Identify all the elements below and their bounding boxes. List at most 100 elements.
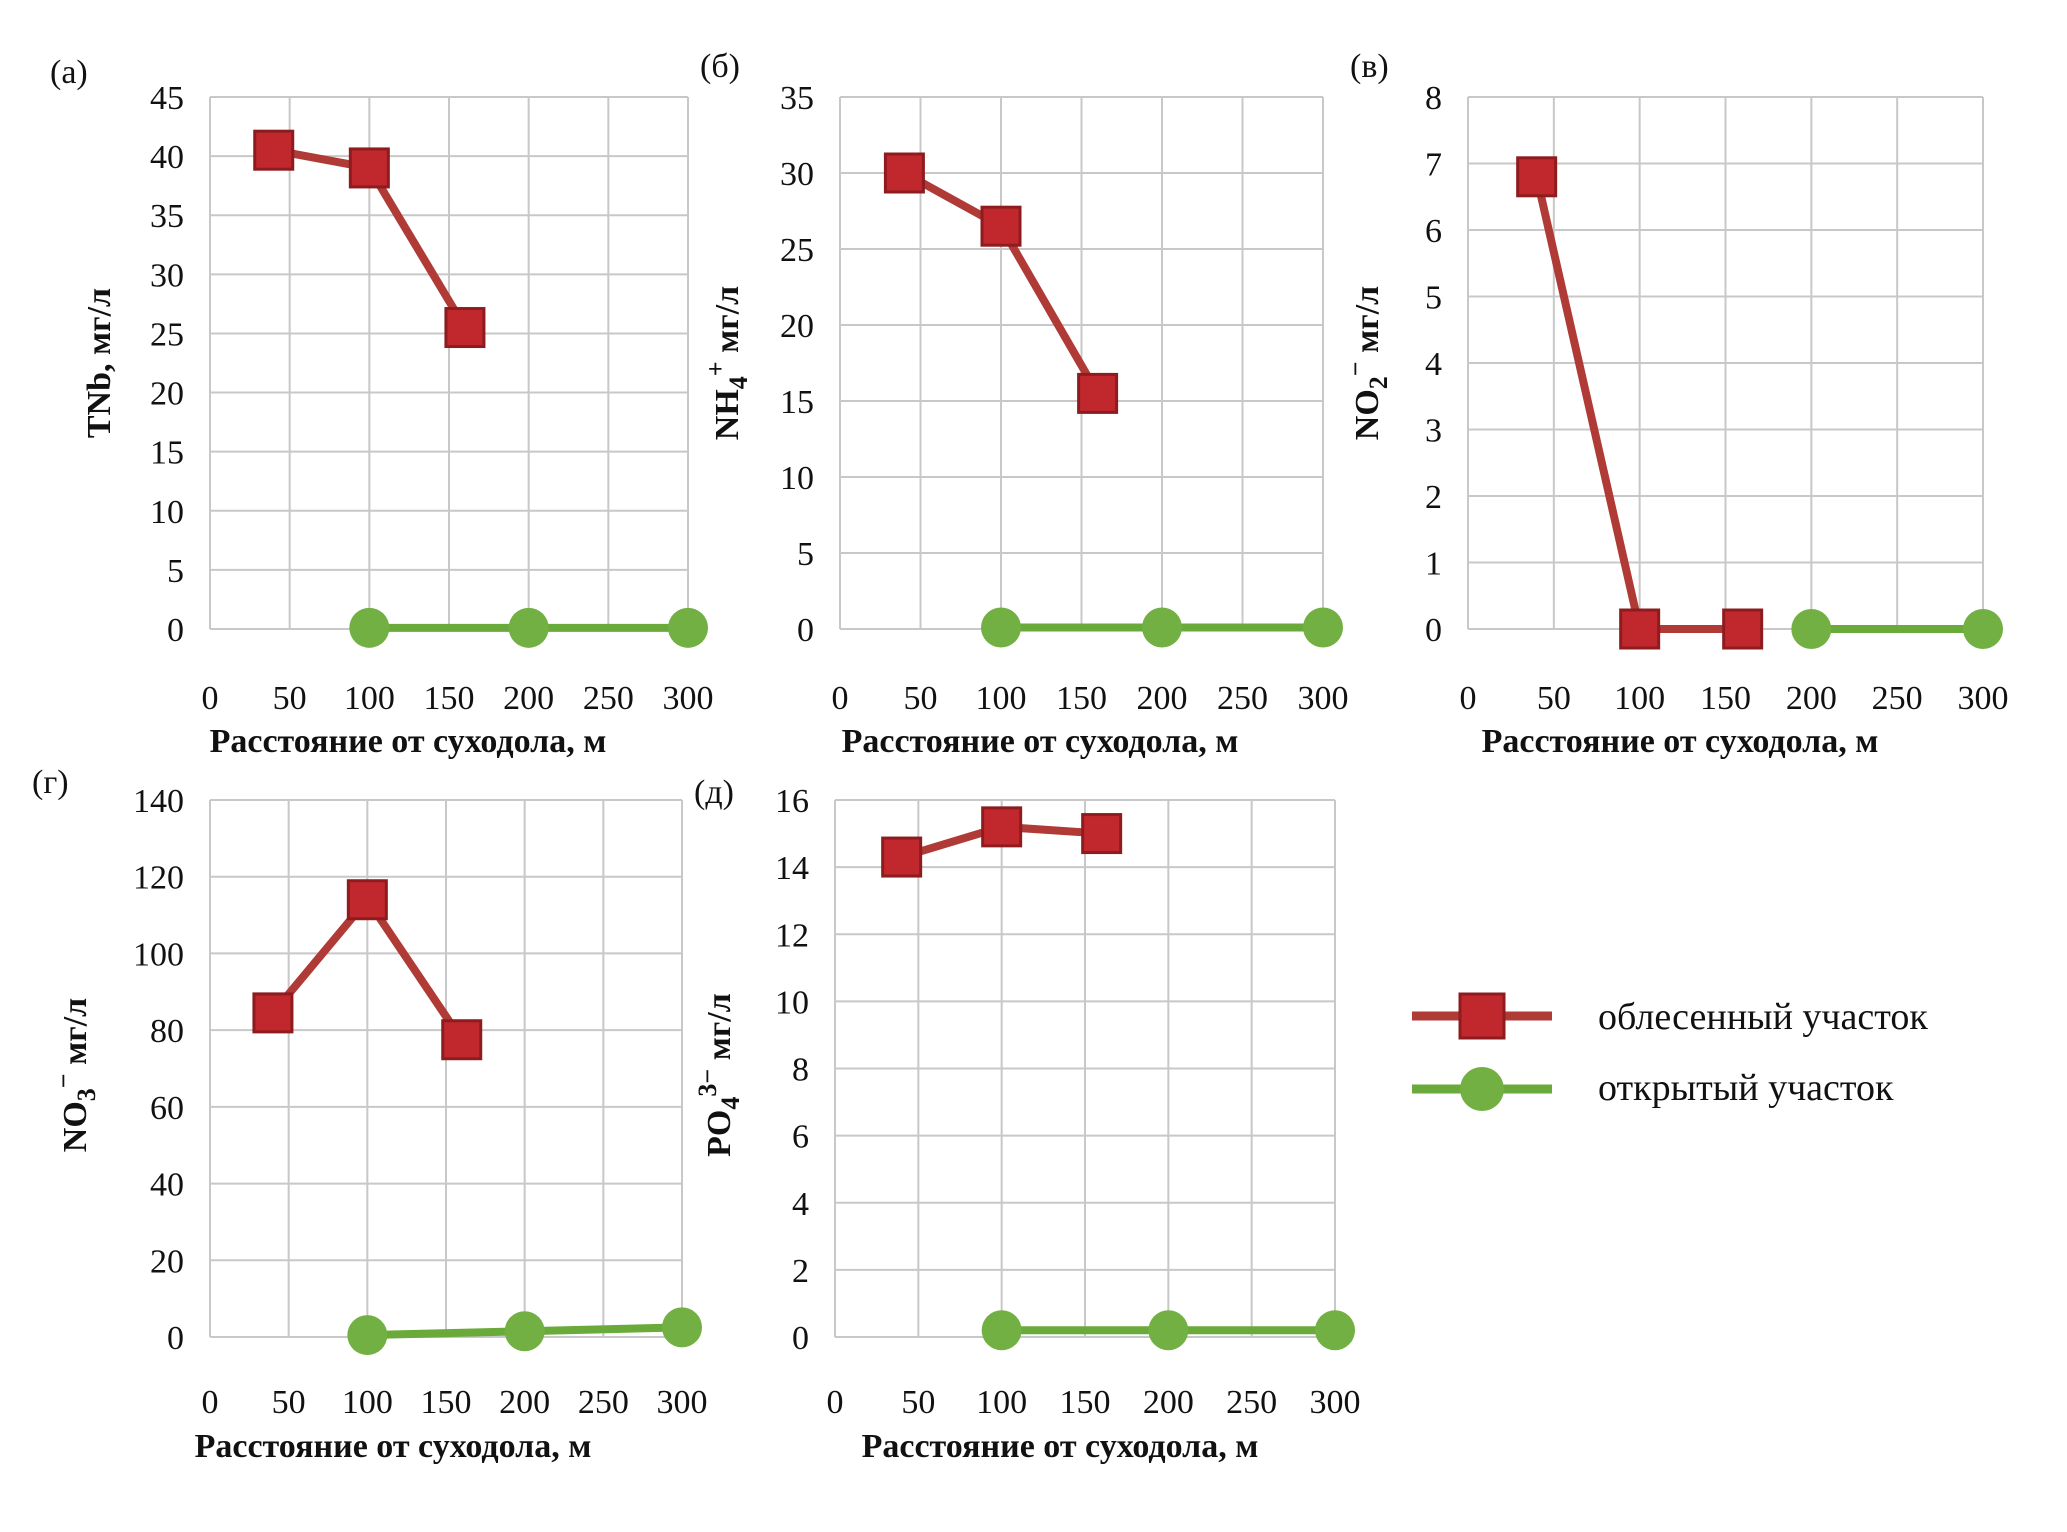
data-point-open <box>508 607 549 648</box>
x-axis-title: Расстояние от суходола, м <box>862 1428 1259 1465</box>
legend-open-label: открытый участок <box>1598 1067 1894 1109</box>
y-tick-label: 6 <box>792 1119 809 1156</box>
y-tick-label: 30 <box>780 156 814 193</box>
x-tick-label: 300 <box>1958 680 2009 717</box>
y-tick-label: 0 <box>797 612 814 649</box>
data-point-open <box>668 607 708 648</box>
y-tick-label: 8 <box>792 1052 809 1089</box>
x-axis-title: Расстояние от суходола, м <box>210 723 607 760</box>
x-tick-label: 250 <box>1872 680 1923 717</box>
data-point-open <box>347 1315 388 1356</box>
y-tick-label: 1 <box>1425 546 1442 583</box>
legend-item-forest: облесенный участок <box>1412 992 1928 1040</box>
x-tick-label: 50 <box>901 1384 935 1421</box>
x-tick-label: 50 <box>1537 680 1571 717</box>
data-point-forest <box>1081 813 1123 855</box>
x-tick-label: 250 <box>1226 1384 1277 1421</box>
chart-panel-1: 0 5 10 15 20 25 30 35 40 45 0 50 100 150 200 250 300 (а) Р… <box>50 54 714 760</box>
data-point-open <box>1315 1310 1355 1351</box>
y-axis-title: NH4+ мг/л <box>701 286 753 440</box>
x-tick-label: 100 <box>344 680 395 717</box>
y-tick-label: 0 <box>1425 612 1442 649</box>
data-point-forest <box>883 152 925 194</box>
x-tick-label: 300 <box>1298 680 1349 717</box>
y-tick-label: 0 <box>167 612 184 649</box>
y-tick-label: 20 <box>150 1243 184 1280</box>
data-point-open <box>662 1307 702 1348</box>
y-tick-label: 14 <box>775 850 809 887</box>
panel-label: (в) <box>1350 48 1389 85</box>
data-point-forest <box>1077 372 1119 414</box>
y-tick-label: 6 <box>1425 213 1442 250</box>
y-axis-title-superscript: 3− <box>693 1069 722 1097</box>
data-point-forest <box>346 879 388 921</box>
y-axis-title: TNb, мг/л <box>81 288 118 438</box>
legend-forest-label: облесенный участок <box>1598 996 1928 1038</box>
y-tick-label: 25 <box>150 316 184 353</box>
data-point-forest <box>881 836 923 878</box>
x-tick-label: 100 <box>1614 680 1665 717</box>
x-tick-label: 250 <box>1217 680 1268 717</box>
x-tick-label: 100 <box>342 1384 393 1421</box>
chart-panel-5: 0 2 4 6 8 10 12 14 16 0 50 100 150 200 250 300 (д) Рассто… <box>693 774 1361 1465</box>
x-tick-label: 300 <box>657 1384 708 1421</box>
y-tick-label: 5 <box>167 553 184 590</box>
y-tick-label: 10 <box>780 460 814 497</box>
x-tick-label: 300 <box>663 680 714 717</box>
y-tick-label: 20 <box>150 376 184 413</box>
legend: облесенный участок открытый участок <box>1412 992 1928 1111</box>
x-tick-label: 0 <box>827 1384 844 1421</box>
y-tick-label: 15 <box>150 435 184 472</box>
panel-label: (б) <box>700 48 740 85</box>
data-point-forest <box>348 147 390 189</box>
y-axis-title-subscript: 2 <box>1364 376 1393 389</box>
y-tick-label: 8 <box>1425 80 1442 117</box>
data-point-open <box>981 607 1021 648</box>
x-axis-title: Расстояние от суходола, м <box>195 1428 592 1465</box>
y-axis-title: NO3− мг/л <box>49 998 101 1152</box>
y-tick-label: 2 <box>1425 479 1442 516</box>
x-tick-label: 50 <box>272 1384 306 1421</box>
y-axis-title-text: мг/л <box>57 998 94 1074</box>
y-tick-label: 16 <box>775 783 809 820</box>
x-tick-label: 300 <box>1310 1384 1361 1421</box>
y-tick-label: 10 <box>150 494 184 531</box>
legend-forest-square-marker <box>1458 992 1506 1040</box>
y-axis-title-text: NO <box>1349 389 1386 440</box>
x-tick-label: 0 <box>1460 680 1477 717</box>
data-point-forest <box>1619 608 1661 650</box>
y-tick-label: 60 <box>150 1090 184 1127</box>
y-axis-title-text: мг/л <box>709 286 746 362</box>
y-tick-label: 2 <box>792 1253 809 1290</box>
y-axis-title-text: PO <box>701 1110 738 1157</box>
y-tick-label: 10 <box>775 984 809 1021</box>
data-point-open <box>1963 609 2003 649</box>
y-tick-label: 20 <box>780 308 814 345</box>
chart-panel-3: 0 1 2 3 4 5 6 7 8 0 50 100 150 200 250 300 (в) Расстояние… <box>1341 48 2009 760</box>
y-tick-label: 15 <box>780 384 814 421</box>
y-tick-label: 140 <box>133 783 184 820</box>
y-axis-title-subscript: 3 <box>72 1088 101 1101</box>
x-tick-label: 50 <box>904 680 938 717</box>
x-tick-label: 150 <box>1700 680 1751 717</box>
data-point-open <box>981 1310 1022 1351</box>
data-point-open <box>1303 607 1343 648</box>
y-axis-title-superscript: − <box>49 1073 78 1088</box>
x-tick-label: 150 <box>424 680 475 717</box>
y-axis-title-superscript: − <box>1341 361 1370 376</box>
x-tick-label: 200 <box>499 1384 550 1421</box>
panel-label: (д) <box>694 774 734 811</box>
y-axis-title-text: NH <box>709 389 746 440</box>
y-tick-label: 0 <box>167 1320 184 1357</box>
y-axis-title-text: мг/л <box>701 993 738 1069</box>
y-tick-label: 25 <box>780 232 814 269</box>
x-tick-label: 200 <box>503 680 554 717</box>
y-axis-title-subscript: 4 <box>724 376 753 389</box>
x-axis-title: Расстояние от суходола, м <box>1482 723 1879 760</box>
x-tick-label: 50 <box>273 680 307 717</box>
y-tick-label: 120 <box>133 860 184 897</box>
y-axis-title-text: TNb, мг/л <box>81 288 118 438</box>
data-point-forest <box>252 992 294 1034</box>
data-point-open <box>1148 1310 1189 1351</box>
y-tick-label: 7 <box>1425 147 1442 184</box>
